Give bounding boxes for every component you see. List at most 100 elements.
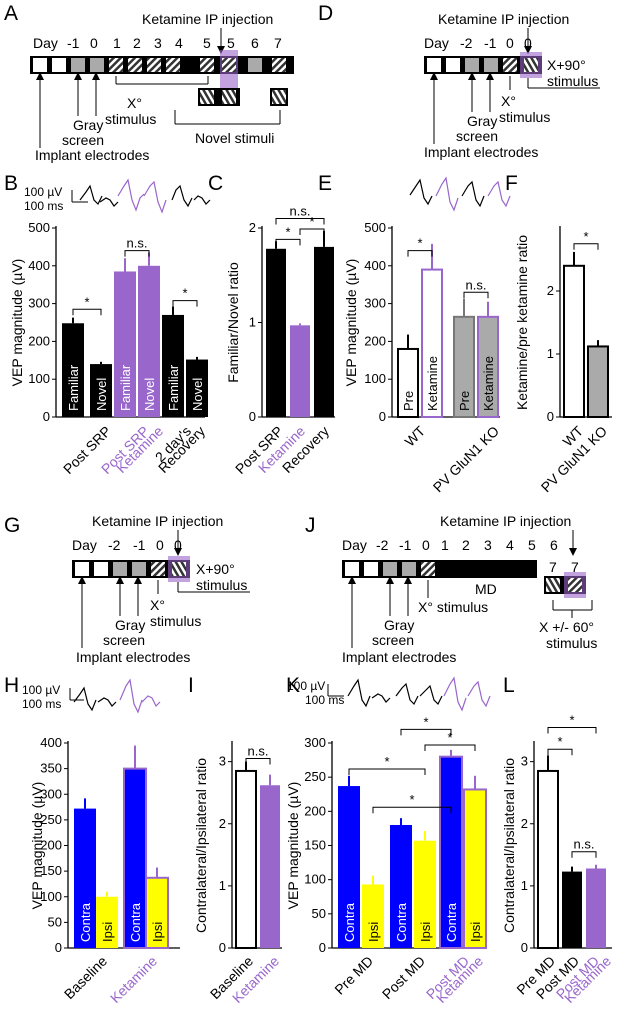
bar-label: Familiar [166, 364, 181, 411]
y-tick-label: 400 [28, 258, 50, 273]
bar-label: Contra [342, 902, 357, 942]
bar-label: Contra [444, 902, 459, 942]
day-label: 3 [484, 537, 492, 553]
y-tick-label: 0 [43, 409, 50, 424]
scale-time: 100 ms [22, 697, 61, 711]
sig-label: * [583, 229, 588, 244]
day-label: 2 [133, 35, 141, 51]
bar [314, 246, 334, 417]
timeline-d-xlabel1: X+90° [547, 57, 586, 73]
timeline-d-xlabel2: stimulus [547, 73, 598, 89]
bar [162, 314, 184, 417]
timeline-g-implant: Implant electrodes [76, 649, 190, 665]
y-tick-label: 300 [304, 735, 326, 750]
day-label: 0 [524, 35, 532, 51]
scale-amp: 100 µV [22, 683, 60, 697]
bar-label: Contra [78, 902, 93, 942]
y-tick-label: 100 [28, 371, 50, 386]
panel-letter-i: I [188, 674, 194, 697]
sig-label: * [423, 714, 428, 729]
y-tick-label: 250 [304, 769, 326, 784]
sig-label: * [384, 754, 389, 769]
y-tick-label: 300 [364, 296, 386, 311]
y-tick-label: 50 [312, 906, 326, 921]
x-tick-label: PV GluN1 KO [430, 423, 502, 495]
bar-label: Ipsi [150, 922, 165, 942]
panel-letter-c: C [208, 172, 223, 195]
y-tick-label: 0 [547, 409, 554, 424]
day-label: 1 [113, 35, 121, 51]
y-tick-label: 500 [28, 220, 50, 235]
bar [260, 785, 280, 948]
y-tick-label: 500 [364, 220, 386, 235]
panel-letter-g: G [4, 514, 20, 537]
timeline-j-xpm1: X +/- 60° [539, 619, 594, 635]
bar-label: Novel [142, 378, 157, 411]
timeline-g-xlabel1: X+90° [196, 561, 235, 577]
timeline-g-title: Ketamine IP injection [92, 513, 223, 529]
panel-letter-j: J [305, 514, 316, 537]
timeline-j-implant: Implant electrodes [342, 649, 456, 665]
panel-letters: A B C D E F G H I J K L [4, 2, 518, 697]
day-label: -1 [67, 35, 80, 51]
day-label: 0 [174, 537, 182, 553]
bar-label: Ipsi [418, 922, 433, 942]
sig-bracket [463, 291, 489, 299]
y-axis-label: VEP magnitude (µV) [343, 259, 359, 387]
bar [537, 769, 559, 949]
timeline-g-day: Day [72, 537, 97, 553]
y-tick-label: 250 [40, 812, 62, 827]
y-axis-label: Contralateral/Ipsilateral ratio [501, 758, 517, 933]
sig-label: * [309, 214, 314, 229]
day-label: -2 [460, 35, 473, 51]
y-tick-label: 2 [219, 816, 226, 831]
sig-bracket [348, 768, 426, 775]
chart-b: 0 100 200 300 400 500 VEP magnitude (µV) Famili… [9, 220, 208, 477]
waveform-e [409, 176, 511, 212]
sig-bracket [372, 806, 452, 814]
sig-bracket [172, 300, 198, 307]
y-axis-label: VEP magnitude (µV) [285, 782, 301, 910]
y-tick-label: 0 [249, 409, 256, 424]
x-tick-label: Ketamine [107, 953, 160, 1006]
day-label: -1 [133, 537, 146, 553]
sig-bracket [571, 851, 597, 858]
y-tick-label: 200 [28, 333, 50, 348]
y-axis-label: Ketamine/pre ketamine ratio [514, 235, 530, 410]
sig-label: * [285, 224, 290, 239]
sig-label: * [417, 236, 422, 251]
y-axis-label: VEP magnitude (µV) [9, 259, 25, 387]
y-tick-label: 350 [40, 761, 62, 776]
y-tick-label: 100 [40, 889, 62, 904]
timeline-a-title: Ketamine IP injection [142, 11, 273, 27]
timeline-a-novel: Novel stimuli [195, 130, 274, 146]
panel-letter-l: L [503, 674, 515, 697]
bar [362, 884, 384, 948]
chart-h: 0 50 100 150 200 250 300 350 400 VEP magnitude (µ… [29, 735, 180, 1006]
bar-label: Pre [401, 391, 416, 411]
y-tick-label: 100 [304, 872, 326, 887]
y-tick-label: 150 [40, 863, 62, 878]
bar [235, 769, 257, 949]
bar [390, 825, 412, 948]
sig-bracket [407, 250, 433, 257]
bar-label: Ipsi [468, 922, 483, 942]
timeline-a-gray2: screen [62, 132, 104, 148]
timeline-j-md: MD [475, 581, 497, 597]
bar [338, 786, 360, 948]
timeline-d-gray1: Gray [467, 113, 497, 129]
bar [414, 840, 436, 948]
sig-label: * [447, 730, 452, 745]
sig-label: n.s. [466, 277, 487, 292]
y-tick-label: 200 [364, 333, 386, 348]
scale-amp: 100 µV [287, 679, 325, 693]
day-label: -1 [484, 35, 497, 51]
sig-bracket [245, 758, 271, 765]
y-tick-label: 100 [364, 371, 386, 386]
timeline-d: Ketamine IP injection Day -2 -1 0 0 X+90… [424, 11, 600, 160]
chart-k: 0 50 100 150 200 250 300 VEP magnitude (µV) Cont… [285, 714, 487, 1006]
timeline-g-gray1: Gray [115, 617, 145, 633]
